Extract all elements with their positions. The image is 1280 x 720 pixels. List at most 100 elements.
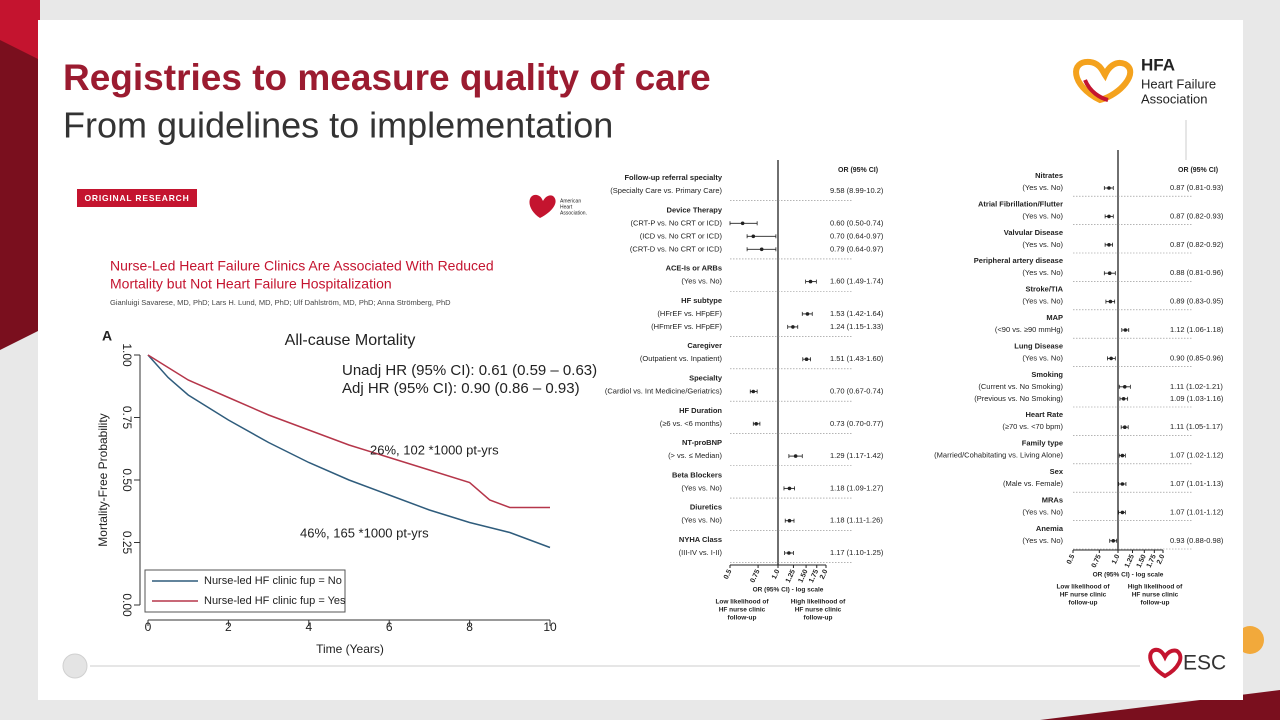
fp-high-label: HF nurse clinic [795,607,842,614]
fp-ci-label: 9.58 (8.99-10.2) [830,186,884,195]
fp-row-label: (Current vs. No Smoking) [978,382,1063,391]
fp-group-title: MRAs [1042,495,1063,504]
fp-row-label: (Male vs. Female) [1003,479,1064,488]
fp-group-title: MAP [1046,313,1063,322]
fp-high-label: HF nurse clinic [1132,592,1179,599]
fp-row-label: (Yes vs. No) [681,516,722,525]
annotation: Adj HR (95% CI): 0.90 (0.86 – 0.93) [342,380,580,397]
fp-point [1123,328,1128,332]
fp-marks [1103,186,1131,543]
hfa-heart [1073,58,1134,104]
fp-ci-label: 1.07 (1.01-1.12) [1170,507,1224,516]
fp-row-label: (Outpatient vs. Inpatient) [640,354,723,363]
fp-point [1107,214,1111,219]
fp-low-label: Low likelihood of [715,599,769,606]
fp-point [740,221,745,226]
fp-point [805,312,810,316]
fp-ci-label: 0.87 (0.81-0.93) [1170,183,1224,192]
aha-text: Association. [560,210,587,216]
fp-axis-title: OR (95% CI) - log scale [1093,572,1164,579]
annotation: 46%, 165 *1000 pt-yrs [300,525,429,540]
y-tick-label: 0.00 [120,593,134,617]
fp-marks [729,221,817,555]
x-tick-label: 8 [466,620,473,634]
fp-point [1120,482,1125,486]
fp-ci-label: 1.11 (1.05-1.17) [1170,422,1223,431]
fp-ci-label: 1.24 (1.15-1.33) [830,322,884,331]
fp-group-title: ACE-Is or ARBs [666,264,722,273]
fp-ci-label: 1.17 (1.10-1.25) [830,548,884,557]
fp-ci-label: 1.12 (1.06-1.18) [1170,325,1224,334]
y-tick-label: 0.75 [120,406,134,430]
x-tick-label: 4 [305,620,312,634]
x-tick-label: 10 [543,620,557,634]
fp-ci-label: 0.93 (0.88-0.98) [1170,536,1224,545]
article-title: Nurse-Led Heart Failure Clinics Are Asso… [110,258,494,274]
hfa-line: Heart Failure [1141,76,1216,91]
aha-heart [529,194,556,218]
fp-group-title: Heart Rate [1025,410,1063,419]
fp-row-label: (Yes vs. No) [1022,536,1063,545]
fp-point [1122,385,1127,389]
hfa-abbr: HFA [1141,55,1175,74]
fp-point [1109,356,1113,361]
fp-ci-label: 0.87 (0.82-0.93) [1170,211,1224,220]
fp-ci-label: 0.79 (0.64-0.97) [830,244,884,253]
fp-ci-label: 1.18 (1.11-1.26) [830,516,883,525]
fp-tick-label: 1.0 [1111,554,1122,566]
fp-row-label: (III-IV vs. I-II) [679,548,723,557]
article-title: Mortality but Not Heart Failure Hospital… [110,276,392,292]
y-tick-label: 0.50 [120,468,134,492]
fp-group-title: HF Duration [679,406,722,415]
fp-high-label: follow-up [1141,600,1170,607]
fp-axis-title: OR (95% CI) - log scale [753,587,824,594]
fp-point [754,422,759,426]
fp-group-title: Anemia [1036,524,1064,533]
fp-tick-label: 0.5 [1066,554,1077,566]
fp-group-title: NYHA Class [679,535,722,544]
fp-ci-label: 0.90 (0.85-0.96) [1170,353,1224,362]
fp-group-title: Lung Disease [1014,341,1063,350]
fp-point [1122,425,1127,430]
fp-point [751,234,756,239]
nav-dot [62,653,88,679]
esc-heart [1148,647,1183,679]
fp-row-label: (Yes vs. No) [1022,297,1063,306]
aha-text: American [560,198,581,204]
fp-ci-label: 0.87 (0.82-0.92) [1170,240,1224,249]
fp-group-title: Nitrates [1035,171,1063,180]
fp-ci-label: 1.53 (1.42-1.64) [830,309,884,318]
fp-tick-label: 1.0 [771,569,782,581]
fp-row-label: (Yes vs. No) [1022,183,1063,192]
fp-group-title: Smoking [1031,370,1063,379]
fp-ci-label: 0.70 (0.64-0.97) [830,231,884,240]
fp-high-label: follow-up [804,615,833,622]
fp-point [787,551,791,555]
fp-group-title: Stroke/TIA [1025,285,1063,294]
fp-row-label: (Previous vs. No Smoking) [974,394,1063,403]
fp-point [1107,186,1111,190]
fp-point [787,486,792,491]
article-authors: Gianluigi Savarese, MD, PhD; Lars H. Lun… [110,298,451,307]
fp-row-label: (Yes vs. No) [1022,353,1063,362]
fp-row-label: (≥6 vs. <6 months) [660,419,723,428]
fp-header: OR (95% CI) [838,167,878,174]
esc-text: ESC [1183,652,1226,675]
fp-point [759,247,764,252]
fp-point [1107,271,1112,276]
fp-high-label: High likelihood of [791,599,846,606]
fp-ci-label: 0.89 (0.83-0.95) [1170,297,1224,306]
fp-point [1121,397,1126,401]
fp-group-title: Caregiver [687,341,722,350]
fp-ci-label: 1.18 (1.09-1.27) [830,483,884,492]
fp-ci-label: 1.60 (1.49-1.74) [830,277,884,286]
fp-row-label: (<90 vs. ≥90 mmHg) [995,325,1064,334]
fp-group-title: Sex [1050,467,1064,476]
fp-point [791,325,795,329]
fp-point [1107,243,1111,247]
fp-low-label: HF nurse clinic [1060,592,1107,599]
line-series [147,354,551,549]
hfa-heart-accent [1083,79,1109,102]
fp-point [1108,299,1113,304]
